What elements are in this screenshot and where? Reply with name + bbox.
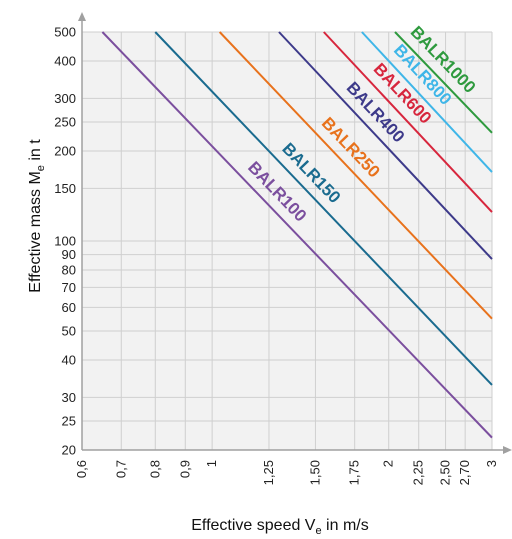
x-tick-label: 0,6 — [74, 460, 89, 478]
y-tick-label: 250 — [54, 115, 76, 130]
y-tick-label: 80 — [62, 262, 76, 277]
y-tick-label: 50 — [62, 324, 76, 339]
x-tick-label: 0,7 — [113, 460, 128, 478]
y-tick-label: 200 — [54, 143, 76, 158]
x-tick-label: 0,9 — [177, 460, 192, 478]
axes — [78, 12, 512, 454]
x-tick-labels: 0,6 0,7 0,8 0,9 1 1,25 1,50 1,75 2 2,25 2,50 2,70 3 — [74, 460, 499, 485]
y-tick-label: 150 — [54, 181, 76, 196]
series-line-balr800 — [361, 31, 493, 173]
y-tick-label: 30 — [62, 390, 76, 405]
x-tick-label: 1,25 — [261, 460, 276, 485]
y-tick-label: 60 — [62, 300, 76, 315]
y-tick-label: 100 — [54, 234, 76, 249]
series-line-balr150 — [154, 31, 493, 386]
y-tick-label: 40 — [62, 352, 76, 367]
x-tick-label: 2,70 — [457, 460, 472, 485]
x-tick-label: 0,8 — [147, 460, 162, 478]
series-line-balr100 — [101, 31, 493, 439]
series-lines — [101, 31, 493, 439]
x-tick-label: 1,75 — [347, 460, 362, 485]
y-tick-label: 400 — [54, 53, 76, 68]
series-line-balr400 — [278, 31, 493, 260]
x-tick-label: 2,50 — [438, 460, 453, 485]
y-tick-label: 500 — [54, 25, 76, 40]
series-line-balr250 — [218, 31, 493, 320]
series-line-balr600 — [323, 31, 493, 213]
y-tick-label: 300 — [54, 91, 76, 106]
x-tick-label: 1 — [204, 460, 219, 467]
x-tick-label: 3 — [484, 460, 499, 467]
y-axis-arrow — [78, 12, 86, 21]
x-tick-label: 1,50 — [307, 460, 322, 485]
x-tick-label: 2 — [381, 460, 396, 467]
x-axis-arrow — [503, 446, 512, 454]
y-axis-title: Effective mass Me in t — [27, 139, 47, 293]
x-tick-label: 2,25 — [411, 460, 426, 485]
y-tick-label: 70 — [62, 280, 76, 295]
y-tick-label: 90 — [62, 247, 76, 262]
y-tick-label: 25 — [62, 414, 76, 429]
y-tick-label: 20 — [62, 443, 76, 458]
x-axis-title: Effective speed Ve in m/s — [191, 517, 368, 537]
series-line-balr1000 — [394, 31, 493, 134]
